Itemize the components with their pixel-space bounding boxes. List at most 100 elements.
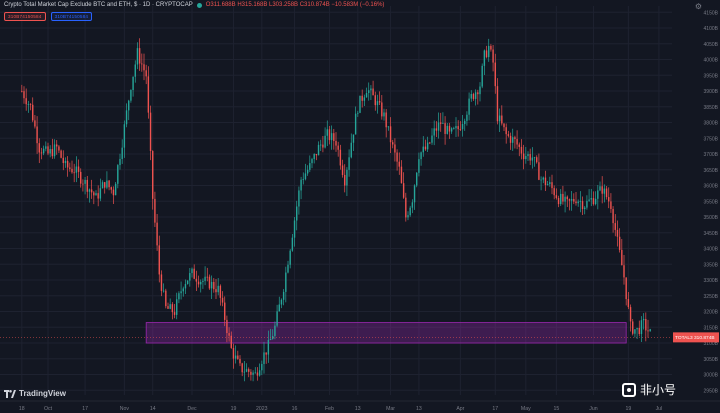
candle[interactable] [389,126,392,143]
candle[interactable] [191,268,193,274]
candle[interactable] [145,70,147,77]
symbol-title[interactable]: Crypto Total Market Cap Exclude BTC and … [4,2,193,8]
candle[interactable] [173,312,176,315]
candle[interactable] [370,88,372,91]
candle[interactable] [245,369,248,372]
candle[interactable] [337,145,339,150]
candle[interactable] [306,169,309,174]
candle[interactable] [627,299,630,308]
candle[interactable] [114,183,117,196]
candle[interactable] [542,177,544,180]
candle[interactable] [374,95,376,106]
candle[interactable] [123,124,126,148]
candle[interactable] [121,147,123,159]
candle[interactable] [394,144,396,153]
candle[interactable] [459,129,462,131]
candle[interactable] [383,112,385,117]
candle[interactable] [357,112,359,114]
candle[interactable] [82,183,84,185]
candle[interactable] [581,201,584,210]
candle[interactable] [586,200,588,208]
candle[interactable] [206,276,208,278]
candle[interactable] [538,162,540,180]
candle[interactable] [278,304,280,312]
candle[interactable] [605,188,608,198]
candle[interactable] [287,264,289,273]
candle[interactable] [440,122,442,124]
candle[interactable] [125,110,128,125]
candle[interactable] [165,290,167,307]
candle[interactable] [516,139,518,145]
candle[interactable] [422,146,424,153]
candle[interactable] [51,149,54,157]
gear-icon[interactable]: ⚙ [694,2,702,11]
candle[interactable] [178,293,180,300]
candle[interactable] [60,150,62,158]
candle[interactable] [263,352,265,364]
candle[interactable] [320,144,322,146]
candle[interactable] [457,126,459,130]
candle[interactable] [128,100,130,111]
candle[interactable] [346,169,348,186]
candle[interactable] [106,180,108,188]
candle[interactable] [93,192,95,196]
candle[interactable] [420,152,422,160]
candle[interactable] [522,153,525,160]
candle[interactable] [424,146,427,150]
candle[interactable] [566,196,568,200]
candle[interactable] [348,157,350,170]
candle[interactable] [562,193,564,202]
candle[interactable] [446,125,448,134]
candle[interactable] [56,144,58,147]
candle[interactable] [350,142,352,158]
candle[interactable] [147,76,150,113]
candle[interactable] [154,198,156,223]
candle[interactable] [95,193,97,196]
candle[interactable] [158,245,160,275]
candle[interactable] [71,168,73,173]
candle[interactable] [34,120,36,127]
candle[interactable] [472,94,475,99]
candle[interactable] [62,157,64,164]
candle[interactable] [58,146,60,151]
candle[interactable] [496,86,499,122]
candle[interactable] [396,152,398,162]
candle[interactable] [167,306,169,309]
candle[interactable] [195,278,198,282]
candle[interactable] [84,179,86,184]
candle[interactable] [215,289,217,293]
candle[interactable] [160,274,163,291]
candle[interactable] [354,113,357,135]
candle[interactable] [501,115,503,124]
candle[interactable] [322,144,324,148]
candle[interactable] [204,276,206,281]
candle[interactable] [544,177,547,186]
candle[interactable] [324,135,326,148]
candle[interactable] [90,189,93,193]
candle[interactable] [520,146,523,154]
candle[interactable] [594,198,597,205]
candle[interactable] [110,187,112,190]
candle[interactable] [77,166,80,172]
candle[interactable] [531,157,534,161]
candle[interactable] [228,333,230,336]
candle[interactable] [608,197,610,202]
candle[interactable] [184,283,187,289]
candle[interactable] [621,249,623,266]
candle[interactable] [256,372,259,376]
candle[interactable] [536,157,538,163]
candle[interactable] [108,180,110,188]
candle[interactable] [29,103,32,105]
candle[interactable] [130,90,132,101]
candle[interactable] [296,206,298,221]
candle[interactable] [509,135,512,143]
candle[interactable] [529,154,531,161]
candle[interactable] [533,157,536,159]
candle[interactable] [564,196,566,202]
candle[interactable] [136,48,139,65]
candle[interactable] [518,144,520,147]
candle[interactable] [311,159,313,164]
candle[interactable] [470,94,472,99]
candle[interactable] [588,199,590,201]
candle[interactable] [38,143,40,153]
